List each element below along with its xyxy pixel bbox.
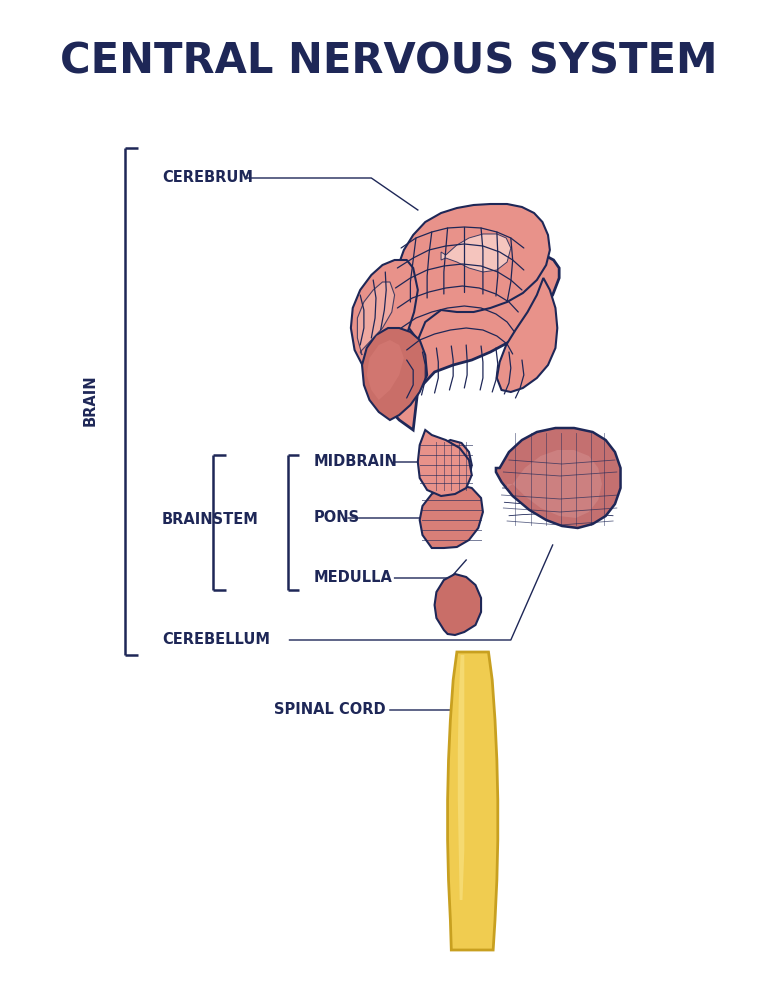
Text: MEDULLA: MEDULLA [314, 570, 393, 585]
Text: MIDBRAIN: MIDBRAIN [314, 454, 398, 470]
Text: CENTRAL NERVOUS SYSTEM: CENTRAL NERVOUS SYSTEM [60, 41, 718, 83]
Text: SPINAL CORD: SPINAL CORD [274, 702, 385, 718]
Polygon shape [418, 430, 471, 496]
Polygon shape [395, 204, 550, 340]
Polygon shape [366, 340, 404, 400]
Polygon shape [457, 655, 464, 900]
Text: BRAINSTEM: BRAINSTEM [162, 512, 259, 528]
Polygon shape [429, 440, 471, 493]
Polygon shape [497, 278, 557, 392]
Polygon shape [447, 652, 498, 950]
Polygon shape [362, 328, 427, 420]
Polygon shape [496, 428, 621, 528]
Polygon shape [435, 574, 481, 635]
Text: PONS: PONS [314, 510, 359, 526]
Polygon shape [351, 260, 418, 390]
Text: CEREBELLUM: CEREBELLUM [162, 633, 270, 648]
Text: CEREBRUM: CEREBRUM [162, 170, 253, 186]
Polygon shape [383, 252, 559, 430]
Polygon shape [441, 234, 511, 272]
Polygon shape [507, 450, 602, 518]
Text: BRAIN: BRAIN [83, 374, 98, 426]
Polygon shape [419, 485, 483, 548]
Polygon shape [357, 282, 394, 355]
